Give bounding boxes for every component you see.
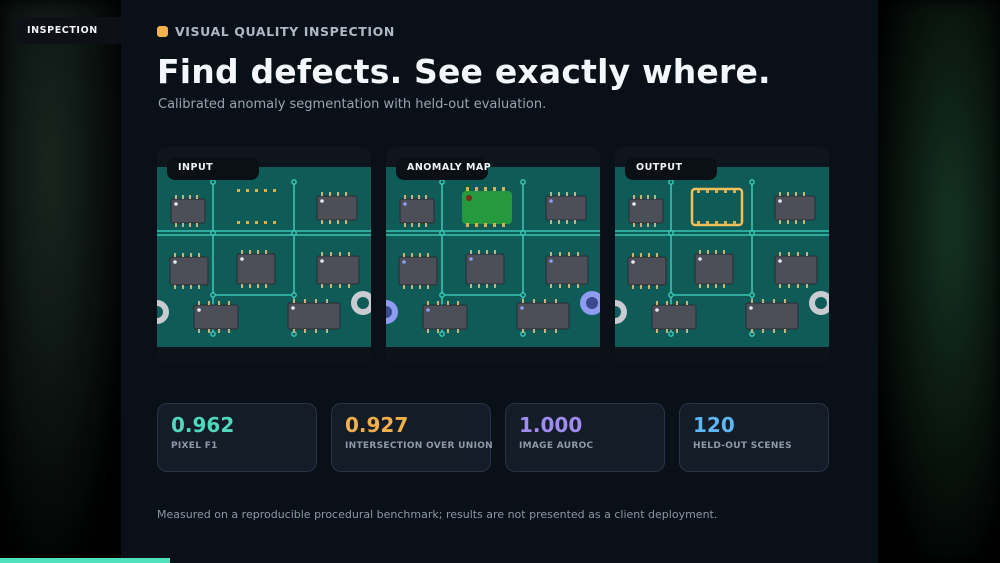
eyebrow-label: VISUAL QUALITY INSPECTION (175, 24, 395, 39)
input-panel: INPUT (157, 147, 371, 369)
anomaly-heat-region (462, 187, 512, 227)
eyebrow-dot-icon (157, 26, 168, 37)
metric-card-held-out-scenes: 120 HELD-OUT SCENES (679, 403, 829, 472)
metric-value: 1.000 (519, 413, 583, 437)
metric-label: INTERSECTION OVER UNION (345, 441, 493, 451)
slide-progress-fill (0, 558, 170, 563)
slide-panel: VISUAL QUALITY INSPECTION Find defects. … (121, 0, 878, 563)
footnote: Measured on a reproducible procedural be… (157, 508, 718, 521)
metric-label: IMAGE AUROC (519, 441, 594, 451)
page-subtitle: Calibrated anomaly segmentation with hel… (158, 97, 547, 112)
metric-value: 120 (693, 413, 735, 437)
section-tag[interactable]: INSPECTION (15, 17, 127, 44)
metric-label: PIXEL F1 (171, 441, 218, 451)
page-title: Find defects. See exactly where. (157, 52, 771, 91)
metric-value: 0.927 (345, 413, 409, 437)
metric-value: 0.962 (171, 413, 235, 437)
anomaly-map-panel: ANOMALY MAP (386, 147, 600, 369)
metric-card-image-auroc: 1.000 IMAGE AUROC (505, 403, 665, 472)
metric-card-pixel-f1: 0.962 PIXEL F1 (157, 403, 317, 472)
pcb-anomaly-map-image (386, 167, 600, 347)
output-panel: OUTPUT (615, 147, 829, 369)
metric-label: HELD-OUT SCENES (693, 441, 792, 451)
defect-bounding-box (690, 187, 744, 227)
background-blur-right (875, 0, 1000, 563)
eyebrow: VISUAL QUALITY INSPECTION (157, 24, 395, 39)
slide-progress-bar (0, 558, 1000, 563)
background-blur-left (0, 0, 125, 563)
pcb-output-image (615, 167, 829, 347)
metric-card-iou: 0.927 INTERSECTION OVER UNION (331, 403, 493, 472)
anomaly-map-panel-label: ANOMALY MAP (396, 157, 491, 180)
pcb-input-image (157, 167, 371, 347)
input-panel-label: INPUT (167, 157, 259, 180)
output-panel-label: OUTPUT (625, 157, 717, 180)
